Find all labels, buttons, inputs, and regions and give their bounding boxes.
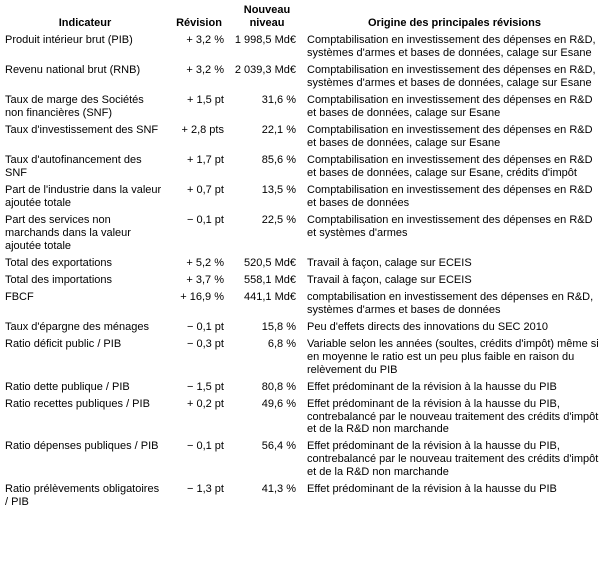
indicator-cell: Produit intérieur brut (PIB): [5, 34, 133, 47]
indicator-cell: Total des exportations: [5, 256, 113, 269]
table-row: Taux d'épargne des ménages − 0,1 pt 15,8 %…: [2, 319, 605, 336]
indicator-cell: Ratio recettes publiques / PIB: [5, 397, 150, 410]
revision-cell: − 0,1 pt: [186, 320, 224, 333]
level-cell: 85,6 %: [261, 154, 296, 167]
table-header-row: Indicateur Révision Nouveau niveau Origi…: [2, 2, 605, 32]
indicator-cell: FBCF: [5, 290, 34, 303]
table-row: Produit intérieur brut (PIB) + 3,2 % 1 998…: [2, 32, 605, 62]
origin-cell: Effet prédominant de la révision à la ha…: [307, 483, 557, 496]
column-header-revision: Révision: [176, 16, 222, 29]
column-header-indicateur: Indicateur: [58, 16, 112, 29]
origin-cell: Effet prédominant de la révision à la ha…: [307, 440, 599, 479]
revision-cell: − 1,3 pt: [186, 483, 224, 496]
revision-cell: + 0,2 pt: [186, 397, 224, 410]
table-row: Part de l'industrie dans la valeur ajout…: [2, 182, 605, 212]
indicator-cell: Ratio dette publique / PIB: [5, 380, 130, 393]
level-cell: 15,8 %: [261, 320, 296, 333]
table-row: Ratio dette publique / PIB − 1,5 pt 80,8 %…: [2, 379, 605, 396]
revision-cell: + 3,2 %: [186, 64, 224, 77]
level-cell: 441,1 Md€: [244, 290, 296, 303]
level-cell: 80,8 %: [261, 380, 296, 393]
table-row: Ratio dépenses publiques / PIB − 0,1 pt 56…: [2, 438, 605, 481]
origin-cell: Travail à façon, calage sur ECEIS: [307, 256, 472, 269]
indicator-cell: Ratio dépenses publiques / PIB: [5, 440, 159, 453]
table-row: Total des importations + 3,7 % 558,1 Md€ Tr…: [2, 272, 605, 289]
indicator-cell: Ratio prélèvements obligatoires / PIB: [5, 483, 160, 509]
level-cell: 22,5 %: [261, 213, 296, 226]
revision-cell: + 0,7 pt: [186, 183, 224, 196]
table-row: Revenu national brut (RNB) + 3,2 % 2 039,3…: [2, 62, 605, 92]
table-row: Total des exportations + 5,2 % 520,5 Md€ Tr…: [2, 255, 605, 272]
revision-cell: + 1,7 pt: [186, 154, 224, 167]
origin-cell: Variable selon les années (soultes, créd…: [307, 337, 599, 376]
level-cell: 49,6 %: [261, 397, 296, 410]
indicator-cell: Part de l'industrie dans la valeur ajout…: [5, 183, 162, 209]
revision-cell: − 1,5 pt: [186, 380, 224, 393]
table-row: Taux d'autofinancement des SNF + 1,7 pt 85…: [2, 152, 605, 182]
revision-cell: + 3,2 %: [186, 34, 224, 47]
level-cell: 41,3 %: [261, 483, 296, 496]
origin-cell: Comptabilisation en investissement des d…: [307, 183, 593, 209]
level-cell: 22,1 %: [261, 124, 296, 137]
level-cell: 31,6 %: [261, 94, 296, 107]
origin-cell: Comptabilisation en investissement des d…: [307, 213, 593, 239]
origin-cell: Comptabilisation en investissement des d…: [307, 154, 593, 179]
indicator-cell: Total des importations: [5, 273, 112, 286]
table-row: Part des services non marchands dans la …: [2, 212, 605, 255]
level-cell: 56,4 %: [261, 440, 296, 453]
indicator-cell: Taux d'épargne des ménages: [5, 320, 149, 333]
indicator-cell: Taux de marge des Sociétés non financièr…: [5, 94, 144, 120]
level-cell: 6,8 %: [267, 337, 296, 350]
column-header-origine: Origine des principales révisions: [367, 16, 541, 29]
origin-cell: Comptabilisation en investissement des d…: [307, 94, 593, 120]
indicator-cell: Part des services non marchands dans la …: [5, 213, 131, 252]
indicator-cell: Revenu national brut (RNB): [5, 64, 141, 77]
origin-cell: Effet prédominant de la révision à la ha…: [307, 380, 557, 393]
origin-cell: Effet prédominant de la révision à la ha…: [307, 397, 599, 436]
table-row: Taux d'investissement des SNF + 2,8 pts 22…: [2, 122, 605, 152]
origin-cell: Comptabilisation en investissement des d…: [307, 64, 596, 90]
table-row: Ratio déficit public / PIB − 0,3 pt 6,8 % V…: [2, 336, 605, 379]
table-row: Ratio prélèvements obligatoires / PIB − 1…: [2, 481, 605, 511]
level-cell: 1 998,5 Md€: [234, 34, 296, 47]
table-body: Produit intérieur brut (PIB) + 3,2 % 1 998…: [2, 32, 605, 511]
origin-cell: Peu d'effets directs des innovations du …: [307, 320, 548, 333]
origin-cell: Comptabilisation en investissement des d…: [307, 34, 596, 60]
level-cell: 558,1 Md€: [244, 273, 296, 286]
indicator-cell: Taux d'autofinancement des SNF: [5, 154, 142, 179]
origin-cell: Travail à façon, calage sur ECEIS: [307, 273, 472, 286]
table-row: Ratio recettes publiques / PIB + 0,2 pt 49…: [2, 396, 605, 439]
column-header-nouveau-niveau: Nouveau niveau: [243, 4, 291, 29]
revision-cell: − 0,1 pt: [186, 440, 224, 453]
table-row: Taux de marge des Sociétés non financièr…: [2, 92, 605, 122]
level-cell: 13,5 %: [261, 183, 296, 196]
revision-cell: − 0,3 pt: [186, 337, 224, 350]
revision-cell: + 2,8 pts: [181, 124, 224, 137]
revision-cell: + 16,9 %: [180, 290, 224, 303]
indicator-cell: Taux d'investissement des SNF: [5, 124, 159, 137]
level-cell: 2 039,3 Md€: [234, 64, 296, 77]
revisions-table: Indicateur Révision Nouveau niveau Origi…: [2, 2, 605, 511]
revision-cell: + 5,2 %: [186, 256, 224, 269]
origin-cell: Comptabilisation en investissement des d…: [307, 124, 593, 150]
revision-cell: + 1,5 pt: [186, 94, 224, 107]
revision-cell: − 0,1 pt: [186, 213, 224, 226]
table-row: FBCF + 16,9 % 441,1 Md€ comptabilisation en…: [2, 289, 605, 319]
indicator-cell: Ratio déficit public / PIB: [5, 337, 122, 350]
revision-cell: + 3,7 %: [186, 273, 224, 286]
origin-cell: comptabilisation en investissement des d…: [307, 290, 594, 316]
level-cell: 520,5 Md€: [244, 256, 296, 269]
